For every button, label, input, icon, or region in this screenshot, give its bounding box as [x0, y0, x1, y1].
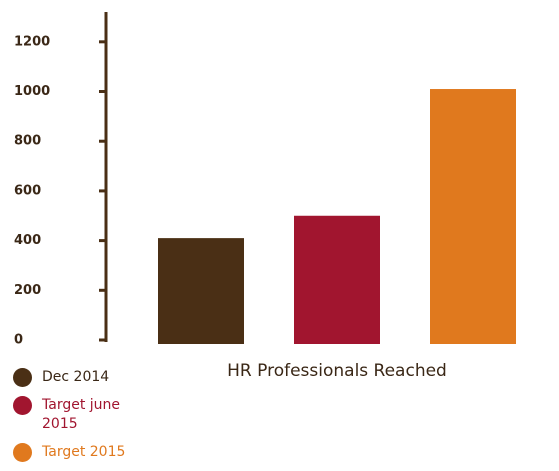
legend-label: Target june 2015 [42, 397, 121, 432]
bar [294, 215, 380, 344]
y-tick-label: 600 [14, 183, 41, 198]
legend-item: Target june 2015 [13, 396, 142, 434]
bar [158, 238, 244, 344]
legend-swatch [13, 396, 32, 415]
y-tick-label: 1200 [14, 34, 50, 49]
legend-swatch [13, 368, 32, 387]
y-tick-label: 400 [14, 233, 41, 248]
legend: Dec 2014 Target june 2015 Target 2015 [13, 368, 142, 471]
legend-item: Target 2015 [13, 443, 142, 462]
y-tick-label: 0 [14, 333, 23, 348]
x-category-label: HR Professionals Reached [227, 361, 447, 381]
legend-item: Dec 2014 [13, 368, 142, 387]
y-tick-label: 1000 [14, 84, 50, 99]
legend-label: Target 2015 [42, 444, 126, 460]
legend-swatch [13, 443, 32, 462]
bar [430, 89, 516, 344]
y-tick-label: 200 [14, 283, 41, 298]
y-tick-label: 800 [14, 134, 41, 149]
legend-label: Dec 2014 [42, 369, 110, 385]
